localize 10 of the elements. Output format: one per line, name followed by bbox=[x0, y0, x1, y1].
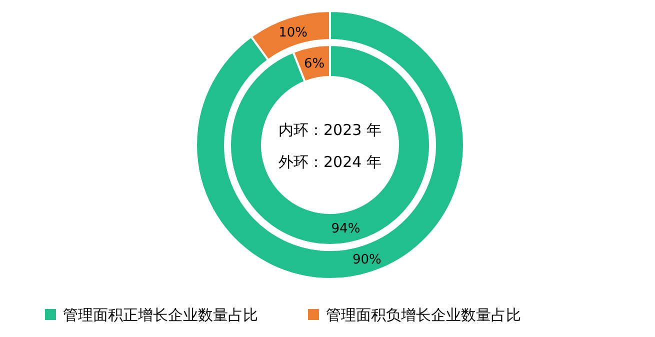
data-label: 90% bbox=[352, 252, 382, 268]
text: 内环：2023 年 bbox=[278, 121, 382, 139]
text: 外环：2024 年 bbox=[278, 153, 382, 171]
legend-label: 管理面积正增长企业数量占比 bbox=[63, 306, 258, 324]
data-label: 10% bbox=[278, 25, 308, 40]
data-label: 6% bbox=[304, 56, 325, 72]
data-label: 94% bbox=[331, 222, 360, 237]
donut-slice bbox=[229, 44, 431, 246]
legend-label: 管理面积负增长企业数量占比 bbox=[326, 306, 521, 324]
donut-slice bbox=[195, 10, 465, 280]
